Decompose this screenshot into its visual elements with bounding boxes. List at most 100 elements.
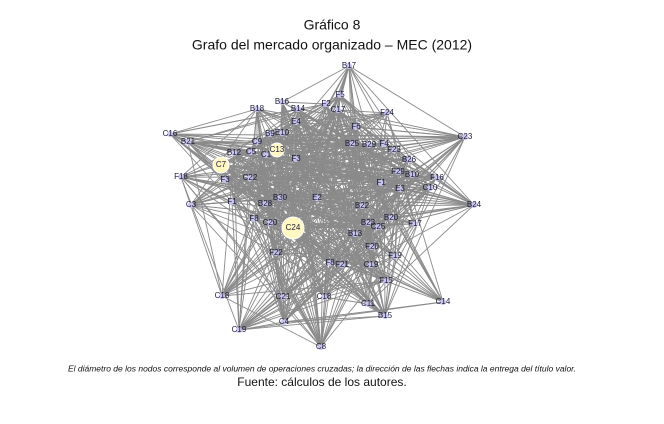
edge	[253, 218, 322, 348]
edge	[295, 112, 388, 123]
edge	[256, 136, 466, 143]
edge	[256, 126, 357, 143]
edge	[190, 204, 386, 317]
edge	[269, 108, 299, 135]
node-label: F23	[387, 145, 401, 154]
edge	[180, 176, 322, 348]
edge	[275, 252, 372, 266]
node	[366, 142, 372, 148]
subtitle: Grafo del mercado organizado – MEC (2012…	[192, 37, 472, 53]
node-label: F4	[379, 139, 389, 148]
node-label: C1	[261, 150, 272, 159]
node-label: C4	[279, 317, 290, 326]
node	[281, 319, 287, 325]
edge	[190, 204, 369, 224]
node	[382, 313, 388, 319]
edge	[323, 296, 369, 305]
node-label: C21	[276, 292, 291, 301]
edge	[231, 201, 322, 348]
node	[440, 299, 446, 305]
node-label: B25	[345, 139, 360, 148]
edge	[281, 101, 327, 105]
node	[365, 301, 371, 307]
node-label: F16	[430, 173, 444, 182]
edge	[190, 204, 387, 282]
node	[267, 220, 273, 226]
edge	[295, 126, 357, 160]
node	[279, 130, 285, 136]
edge	[377, 226, 444, 303]
node-label: B26	[402, 155, 417, 164]
node-label: C13	[270, 145, 285, 154]
node	[388, 215, 394, 221]
edge	[370, 255, 396, 266]
edge	[292, 204, 475, 229]
node	[349, 141, 355, 147]
node	[318, 344, 324, 350]
edge	[323, 255, 396, 298]
edge	[250, 151, 285, 323]
edge	[361, 204, 475, 207]
node-label: B14	[291, 104, 306, 113]
node-label: C11	[361, 299, 376, 308]
node-label: B9	[265, 129, 275, 138]
node	[222, 177, 228, 183]
edge	[339, 94, 475, 206]
node-label: B17	[342, 61, 357, 70]
edge	[337, 109, 466, 138]
node-label: F15	[379, 276, 393, 285]
node	[335, 107, 341, 113]
node-label: B12	[227, 148, 242, 157]
node	[295, 106, 301, 112]
edge	[323, 187, 431, 298]
edge	[220, 164, 322, 348]
node	[352, 231, 358, 237]
edge	[281, 65, 350, 103]
node	[406, 157, 412, 163]
node-label: F8	[325, 258, 335, 267]
edge	[275, 233, 356, 254]
edge	[269, 222, 285, 323]
node	[346, 63, 352, 69]
edges	[169, 65, 475, 348]
node	[412, 221, 418, 227]
node	[263, 152, 269, 158]
edge	[187, 108, 299, 143]
node-label: C16	[163, 129, 178, 138]
edge	[253, 218, 386, 317]
edge	[394, 188, 401, 257]
node	[212, 156, 230, 174]
edge	[384, 255, 396, 317]
node	[378, 180, 384, 186]
node	[219, 293, 225, 299]
node-label: F22	[269, 248, 283, 257]
edge	[249, 177, 277, 254]
node-label: B20	[384, 213, 399, 222]
node-label: F17	[408, 219, 422, 228]
node-label: C7	[216, 160, 227, 169]
edge	[384, 136, 466, 317]
node-label: C3	[186, 200, 197, 209]
node-label: F5	[335, 90, 345, 99]
node	[188, 202, 194, 208]
edge	[337, 109, 388, 114]
edge	[370, 264, 444, 303]
node-label: F18	[174, 172, 188, 181]
node-label: B29	[362, 140, 377, 149]
node	[384, 110, 390, 116]
source: Fuente: cálculos de los autores.	[237, 375, 406, 389]
node	[462, 134, 468, 140]
edge	[253, 205, 363, 220]
edge	[221, 280, 387, 297]
edge	[367, 204, 475, 224]
node	[178, 174, 184, 180]
edge	[354, 226, 379, 235]
edge	[355, 126, 466, 138]
edge	[320, 262, 331, 348]
node-label: C18	[317, 292, 332, 301]
edge	[253, 218, 387, 282]
node-label: B10	[405, 170, 420, 179]
edge	[348, 65, 466, 138]
note: El diámetro de los nodos corresponde al …	[68, 363, 576, 373]
edge	[316, 197, 475, 206]
